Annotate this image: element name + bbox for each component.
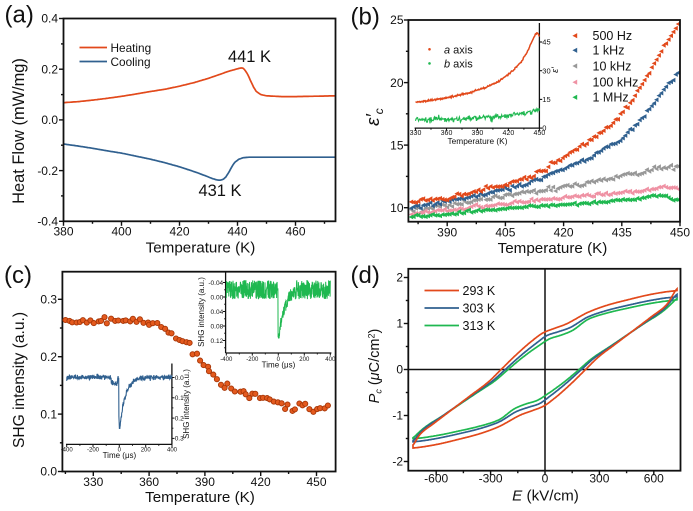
svg-text:441 K: 441 K xyxy=(228,48,271,66)
svg-text:435: 435 xyxy=(612,226,632,240)
svg-text:Pc (μC/cm2): Pc (μC/cm2) xyxy=(367,329,384,404)
svg-text:0.12: 0.12 xyxy=(211,338,224,345)
svg-text:450: 450 xyxy=(534,130,546,137)
svg-text:200: 200 xyxy=(299,357,310,363)
svg-text:0.4: 0.4 xyxy=(41,12,58,26)
svg-text:SHG intensity (a.u.): SHG intensity (a.u.) xyxy=(197,277,206,347)
svg-text:Heat Flow (mW/mg): Heat Flow (mW/mg) xyxy=(10,58,28,204)
svg-text:-0.4: -0.4 xyxy=(37,215,58,229)
svg-text:420: 420 xyxy=(251,475,271,489)
svg-text:380: 380 xyxy=(53,225,73,239)
svg-text:-300: -300 xyxy=(479,472,503,486)
svg-text:300: 300 xyxy=(589,472,609,486)
svg-text:Temperature (K): Temperature (K) xyxy=(146,240,256,257)
svg-text:-400: -400 xyxy=(220,357,233,363)
svg-text:Temperature (K): Temperature (K) xyxy=(498,240,608,257)
svg-text:330: 330 xyxy=(83,475,103,489)
svg-text:30: 30 xyxy=(542,66,550,75)
svg-text:1 MHz: 1 MHz xyxy=(593,91,629,105)
svg-text:360: 360 xyxy=(441,130,453,137)
svg-text:330: 330 xyxy=(410,130,422,137)
svg-text:10: 10 xyxy=(390,201,404,215)
svg-text:Cooling: Cooling xyxy=(111,55,151,69)
svg-text:-600: -600 xyxy=(424,472,448,486)
svg-text:400: 400 xyxy=(111,225,131,239)
svg-text:Heating: Heating xyxy=(111,41,152,55)
svg-text:25: 25 xyxy=(390,13,404,27)
svg-text:E (kV/cm): E (kV/cm) xyxy=(512,488,579,505)
svg-text:0: 0 xyxy=(542,124,546,133)
svg-text:0.04: 0.04 xyxy=(211,309,224,316)
svg-text:420: 420 xyxy=(169,225,189,239)
svg-text:0: 0 xyxy=(396,363,403,377)
svg-text:390: 390 xyxy=(437,226,457,240)
svg-text:400: 400 xyxy=(167,448,178,454)
svg-text:450: 450 xyxy=(670,226,690,240)
svg-text:420: 420 xyxy=(554,226,574,240)
svg-text:20: 20 xyxy=(390,76,404,90)
svg-text:0.1: 0.1 xyxy=(175,395,184,402)
svg-text:(a): (a) xyxy=(5,2,34,29)
svg-text:0.3: 0.3 xyxy=(40,293,57,307)
svg-text:-1: -1 xyxy=(392,409,403,423)
svg-text:10 kHz: 10 kHz xyxy=(593,59,632,73)
svg-text:-200: -200 xyxy=(246,357,259,363)
svg-text:405: 405 xyxy=(495,226,515,240)
svg-text:-2: -2 xyxy=(392,455,403,469)
svg-text:1 kHz: 1 kHz xyxy=(593,44,625,58)
svg-text:0: 0 xyxy=(118,448,122,454)
svg-text:400: 400 xyxy=(325,357,336,363)
svg-text:(b): (b) xyxy=(351,4,380,31)
svg-text:100 kHz: 100 kHz xyxy=(593,76,639,90)
svg-text:0: 0 xyxy=(277,357,281,363)
svg-text:15: 15 xyxy=(542,95,550,104)
svg-text:0.0: 0.0 xyxy=(175,375,184,382)
svg-text:500 Hz: 500 Hz xyxy=(593,29,633,43)
svg-text:Time (μs): Time (μs) xyxy=(262,361,296,370)
svg-text:SHG intensity (a.u.): SHG intensity (a.u.) xyxy=(182,369,191,439)
svg-text:360: 360 xyxy=(139,475,159,489)
svg-text:390: 390 xyxy=(195,475,215,489)
svg-text:420: 420 xyxy=(503,130,515,137)
svg-text:SHG intensity (a.u.): SHG intensity (a.u.) xyxy=(11,312,28,448)
svg-text:440: 440 xyxy=(227,225,247,239)
svg-text:0.0: 0.0 xyxy=(41,113,58,127)
svg-text:(d): (d) xyxy=(351,262,380,289)
svg-text:1: 1 xyxy=(396,317,403,331)
svg-text:b axis: b axis xyxy=(444,58,473,70)
svg-text:0.3: 0.3 xyxy=(175,436,184,443)
svg-text:-200: -200 xyxy=(87,448,100,454)
svg-text:(c): (c) xyxy=(4,262,32,289)
svg-text:a axis: a axis xyxy=(444,44,473,56)
svg-text:Time (μs): Time (μs) xyxy=(103,451,137,460)
svg-text:200: 200 xyxy=(141,448,152,454)
svg-text:0.08: 0.08 xyxy=(211,323,224,330)
svg-text:600: 600 xyxy=(644,472,664,486)
svg-text:0.0: 0.0 xyxy=(40,465,57,479)
svg-text:Temperature (K): Temperature (K) xyxy=(448,136,508,146)
svg-text:-0.04: -0.04 xyxy=(208,280,223,287)
svg-text:0.2: 0.2 xyxy=(40,350,57,364)
svg-text:293 K: 293 K xyxy=(463,284,496,298)
svg-text:0.2: 0.2 xyxy=(41,62,58,76)
svg-text:-400: -400 xyxy=(61,448,74,454)
svg-text:45: 45 xyxy=(542,38,550,47)
svg-text:431 K: 431 K xyxy=(198,182,241,200)
svg-text:-0.2: -0.2 xyxy=(37,164,58,178)
svg-text:460: 460 xyxy=(285,225,305,239)
svg-text:2: 2 xyxy=(396,271,403,285)
svg-text:ε′: ε′ xyxy=(550,67,560,73)
svg-text:390: 390 xyxy=(472,130,484,137)
svg-text:450: 450 xyxy=(306,475,326,489)
svg-text:0.00: 0.00 xyxy=(211,294,224,301)
svg-text:0: 0 xyxy=(542,472,549,486)
svg-text:313 K: 313 K xyxy=(463,319,496,333)
svg-text:0.2: 0.2 xyxy=(175,415,184,422)
svg-text:15: 15 xyxy=(390,138,404,152)
svg-text:Temperature (K): Temperature (K) xyxy=(145,489,255,506)
svg-text:303 K: 303 K xyxy=(463,302,496,316)
svg-text:0.1: 0.1 xyxy=(40,407,57,421)
